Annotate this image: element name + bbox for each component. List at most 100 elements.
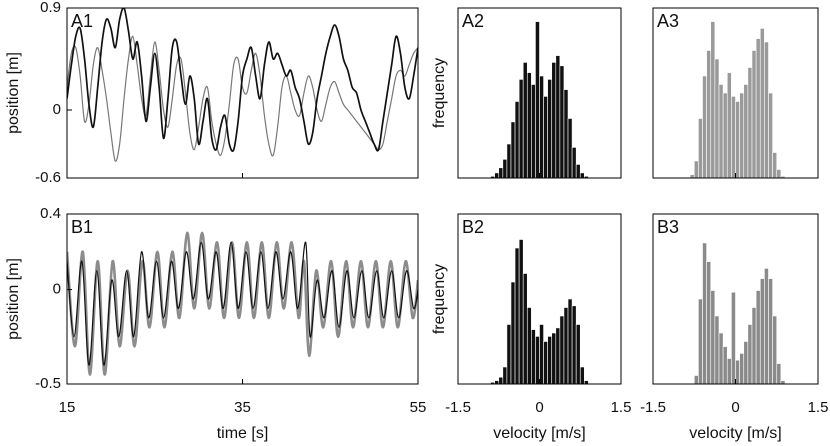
bar bbox=[739, 92, 745, 178]
y-tick-label: 0.9 bbox=[40, 0, 61, 16]
bar bbox=[535, 21, 540, 178]
bar bbox=[780, 380, 786, 384]
plot-area bbox=[67, 8, 418, 162]
x-axis-label: time [s] bbox=[217, 425, 269, 442]
plot-area bbox=[67, 231, 418, 376]
line bbox=[67, 241, 418, 366]
bar bbox=[584, 380, 589, 384]
bar bbox=[510, 281, 516, 384]
bar bbox=[726, 358, 732, 384]
bar bbox=[735, 101, 740, 178]
y-tick-label: -0.6 bbox=[35, 169, 61, 186]
bar bbox=[706, 50, 712, 178]
bar bbox=[584, 176, 589, 178]
bar bbox=[776, 363, 782, 384]
x-tick-label: 35 bbox=[234, 399, 251, 416]
y-tick-label: 0 bbox=[53, 101, 61, 118]
y-tick-label: 0.4 bbox=[40, 205, 61, 222]
bar bbox=[747, 67, 753, 178]
bar bbox=[759, 278, 765, 384]
x-tick-label: 15 bbox=[59, 399, 76, 416]
bar bbox=[518, 79, 524, 178]
x-axis-label: velocity [m/s] bbox=[493, 425, 585, 442]
bar bbox=[755, 38, 761, 178]
panel: A2 frequency bbox=[431, 7, 622, 179]
x-tick-label: -1.5 bbox=[640, 399, 666, 416]
bar bbox=[743, 84, 749, 178]
plot-area bbox=[689, 21, 786, 178]
plot-area bbox=[490, 21, 589, 178]
bar bbox=[776, 169, 782, 178]
bar bbox=[739, 353, 745, 384]
bar bbox=[751, 307, 757, 384]
bar bbox=[555, 55, 561, 178]
panel-label: A1 bbox=[71, 11, 93, 31]
bar bbox=[571, 305, 577, 384]
x-tick-label: -1.5 bbox=[445, 399, 471, 416]
bar bbox=[567, 118, 573, 178]
panel-label: A3 bbox=[657, 11, 679, 31]
bar bbox=[522, 273, 528, 384]
bar bbox=[502, 366, 508, 384]
bar bbox=[571, 147, 577, 178]
x-tick-label: 55 bbox=[410, 399, 427, 416]
panel-label: B1 bbox=[71, 217, 93, 237]
bar bbox=[579, 366, 585, 384]
bar bbox=[710, 290, 716, 384]
y-tick-label: 0 bbox=[53, 281, 61, 298]
bar bbox=[714, 58, 720, 178]
panel: A3 bbox=[652, 7, 819, 179]
bar bbox=[693, 160, 699, 178]
bar bbox=[551, 62, 557, 178]
panel-label: B3 bbox=[657, 217, 679, 237]
bar bbox=[498, 376, 504, 384]
bar bbox=[551, 332, 557, 384]
bar bbox=[526, 307, 532, 384]
panel: 0.9 0 -0.6 A1 position [m] bbox=[5, 0, 419, 186]
bar bbox=[494, 172, 500, 178]
x-axis-label: velocity [m/s] bbox=[689, 425, 781, 442]
bar bbox=[579, 172, 585, 178]
panel: -1.5 0 1.5 B3 velocity [m/s] bbox=[640, 213, 828, 442]
bar bbox=[735, 359, 740, 384]
bar bbox=[689, 174, 695, 178]
bar bbox=[702, 242, 707, 384]
bar bbox=[768, 278, 773, 384]
bar bbox=[543, 96, 548, 178]
bar bbox=[706, 261, 712, 384]
bar bbox=[502, 159, 508, 178]
bar bbox=[555, 327, 561, 384]
bar bbox=[506, 143, 512, 178]
bar bbox=[759, 28, 765, 178]
axes-frame bbox=[66, 7, 419, 179]
y-axis-label: position [m] bbox=[5, 258, 22, 340]
bar bbox=[768, 92, 773, 178]
plot-area bbox=[693, 242, 786, 384]
bar bbox=[747, 324, 753, 384]
bar bbox=[575, 164, 581, 178]
x-tick-label: 0 bbox=[731, 399, 739, 416]
bar bbox=[764, 268, 769, 384]
plot-area bbox=[490, 239, 589, 384]
bar bbox=[514, 247, 520, 384]
line bbox=[67, 8, 418, 153]
bar bbox=[772, 152, 778, 178]
bar bbox=[522, 62, 528, 178]
y-axis-label: frequency bbox=[431, 264, 448, 334]
bar bbox=[726, 72, 732, 178]
bar bbox=[494, 380, 500, 384]
y-axis-label: frequency bbox=[431, 58, 448, 128]
bar bbox=[563, 307, 569, 384]
bar bbox=[531, 84, 536, 178]
bar bbox=[722, 92, 728, 178]
bar bbox=[698, 118, 703, 178]
bar bbox=[543, 341, 548, 384]
bar bbox=[702, 75, 707, 178]
bar bbox=[751, 50, 757, 178]
bar bbox=[743, 341, 749, 384]
bar bbox=[510, 121, 516, 178]
bar bbox=[526, 72, 532, 178]
bar bbox=[539, 75, 544, 178]
y-tick-label: -0.5 bbox=[35, 375, 61, 392]
